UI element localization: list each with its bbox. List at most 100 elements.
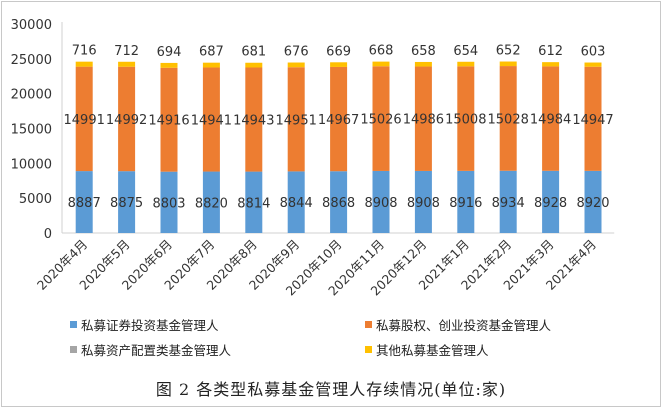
data-label: 8875 — [110, 196, 143, 211]
data-label: 14984 — [530, 113, 571, 128]
data-label: 14986 — [403, 113, 444, 128]
bar-segment — [245, 62, 263, 68]
data-label: 669 — [326, 44, 351, 59]
legend-label: 私募证券投资基金管理人 — [81, 318, 219, 333]
data-label: 712 — [114, 44, 139, 59]
data-label: 716 — [72, 44, 97, 59]
bar-segment — [372, 66, 390, 171]
data-label: 694 — [157, 45, 182, 60]
data-label: 8820 — [195, 196, 228, 211]
bar-segment — [372, 170, 390, 233]
y-tick-label: 20000 — [11, 88, 52, 103]
bar-segment — [287, 62, 305, 68]
legend-label: 其他私募基金管理人 — [376, 343, 489, 358]
data-label: 668 — [369, 44, 394, 59]
bar-segment — [202, 62, 220, 68]
legend-swatch — [70, 321, 77, 328]
bar-segment — [160, 67, 178, 172]
bar-segment — [75, 61, 93, 67]
data-label: 8814 — [237, 196, 270, 211]
data-label: 681 — [241, 45, 266, 60]
bar-segment — [118, 66, 136, 172]
legend-swatch — [365, 321, 372, 328]
data-label: 612 — [538, 44, 563, 59]
bar-segment — [542, 62, 560, 67]
bar-segment — [330, 171, 348, 233]
data-label: 15026 — [360, 113, 401, 128]
bar-segment — [457, 66, 475, 171]
bar-segment — [457, 170, 475, 233]
bar-segment — [160, 171, 178, 233]
data-label: 14992 — [106, 113, 147, 128]
data-label: 8803 — [152, 196, 185, 211]
bar-segment — [330, 66, 348, 172]
legend-label: 私募股权、创业投资基金管理人 — [376, 318, 552, 333]
data-label: 14991 — [64, 113, 105, 128]
bar-segment — [287, 67, 305, 172]
data-label: 8916 — [449, 196, 482, 211]
bar-segment — [202, 67, 220, 172]
bar-segment — [414, 66, 432, 171]
data-label: 8908 — [364, 196, 397, 211]
bar-segment — [245, 171, 263, 233]
legend-swatch — [365, 346, 372, 353]
y-tick-label: 30000 — [11, 18, 52, 33]
data-label: 8908 — [407, 196, 440, 211]
data-label: 15028 — [488, 112, 529, 127]
data-label: 14916 — [148, 114, 189, 129]
legend-swatch — [70, 346, 77, 353]
bar-segment — [542, 66, 560, 171]
y-tick-label: 15000 — [11, 123, 52, 138]
data-label: 676 — [284, 45, 309, 60]
bar-segment — [160, 62, 178, 68]
bar-segment — [118, 61, 136, 67]
bar-segment — [245, 67, 263, 172]
bar-segment — [414, 170, 432, 233]
bar-segment — [499, 66, 517, 171]
data-label: 14951 — [276, 113, 317, 128]
bar-segment — [75, 66, 93, 172]
bar-segment — [584, 66, 602, 171]
data-label: 654 — [453, 44, 478, 59]
data-label: 14947 — [572, 113, 613, 128]
bar-segment — [330, 62, 348, 67]
legend-item-asset-allocation: 私募资产配置类基金管理人 — [70, 340, 231, 359]
bar-segment — [499, 61, 517, 67]
y-tick-label: 25000 — [11, 53, 52, 68]
bar-segment — [202, 171, 220, 233]
bar-segment — [372, 61, 390, 67]
data-label: 14941 — [191, 114, 232, 129]
data-label: 8887 — [68, 196, 101, 211]
legend-item-equity: 私募股权、创业投资基金管理人 — [365, 315, 551, 334]
data-label: 8928 — [534, 196, 567, 211]
data-label: 15008 — [445, 113, 486, 128]
y-tick-label: 0 — [44, 227, 52, 242]
stacked-bar-chart: 0 5000 10000 15000 20000 25000 30000 8887 14991 7… — [11, 18, 615, 299]
data-label: 652 — [496, 44, 521, 59]
data-label: 8844 — [280, 196, 313, 211]
data-label: 14967 — [318, 113, 359, 128]
figure-caption: 图 2 各类型私募基金管理人存续情况(单位:家) — [155, 380, 507, 399]
bar-segment — [542, 170, 560, 233]
bar-segment — [287, 171, 305, 233]
data-label: 8934 — [492, 196, 525, 211]
legend-item-other: 其他私募基金管理人 — [365, 340, 489, 359]
bar-segment — [118, 171, 136, 233]
data-label: 8868 — [322, 196, 355, 211]
data-label: 687 — [199, 45, 224, 60]
data-label: 658 — [411, 44, 436, 59]
bar-segment — [75, 171, 93, 233]
bar-segment — [499, 170, 517, 233]
data-label: 14943 — [233, 114, 274, 129]
legend-item-securities: 私募证券投资基金管理人 — [70, 315, 219, 334]
bar-segment — [584, 170, 602, 233]
bar-segment — [584, 62, 602, 67]
bar-segment — [457, 61, 475, 67]
y-tick-label: 10000 — [11, 157, 52, 172]
bar-segment — [414, 61, 432, 67]
legend-label: 私募资产配置类基金管理人 — [81, 343, 232, 358]
y-tick-label: 5000 — [19, 192, 52, 207]
data-label: 8920 — [576, 196, 609, 211]
